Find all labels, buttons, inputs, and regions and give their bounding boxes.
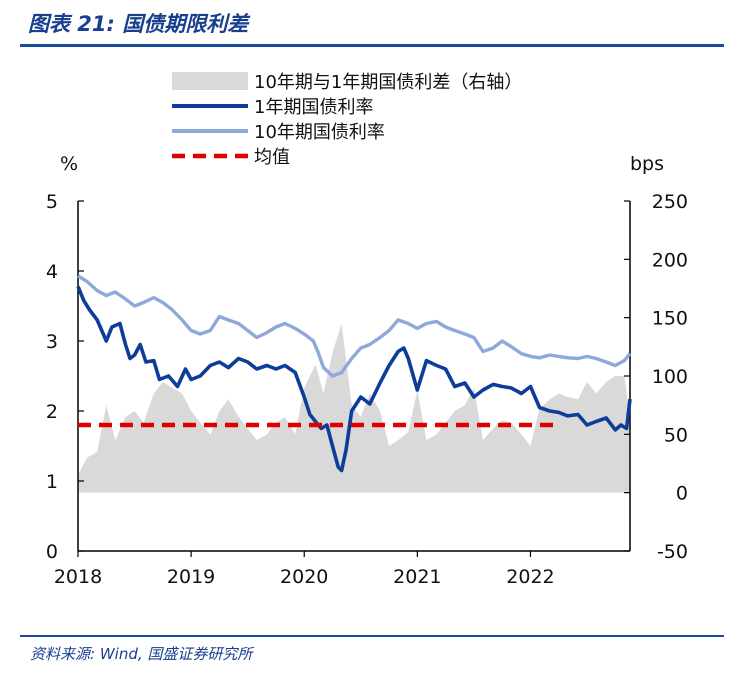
left-tick-label: 1 (46, 471, 58, 493)
x-tick-label: 2022 (506, 566, 554, 588)
right-tick-label: 150 (652, 308, 688, 330)
right-tick-label: 200 (652, 249, 688, 271)
one-year-yield-line (76, 285, 632, 473)
left-axis-unit: % (60, 153, 78, 175)
source-note: 资料来源: Wind, 国盛证券研究所 (30, 645, 253, 663)
left-tick-label: 0 (46, 541, 58, 563)
legend-item: 10年期国债利率 (172, 122, 385, 143)
right-tick-label: 50 (664, 424, 688, 446)
legend-label: 10年期与1年期国债利差（右轴） (254, 72, 522, 93)
x-tick-label: 2019 (167, 566, 215, 588)
top-divider (20, 44, 724, 47)
bottom-divider (20, 635, 724, 637)
spread-area-layer (78, 323, 630, 493)
series-lines-layer (76, 274, 632, 473)
right-tick-label: 250 (652, 191, 688, 213)
figure-title: 图表 21: 国债期限利差 (28, 12, 249, 36)
left-tick-label: 5 (46, 191, 58, 213)
right-axis-unit: bps (630, 153, 664, 175)
left-tick-label: 2 (46, 401, 58, 423)
ten-year-yield-line (77, 274, 632, 378)
legend-item: 均值 (172, 147, 290, 168)
right-tick-label: -50 (657, 541, 688, 563)
legend-swatch-area (172, 72, 248, 90)
x-tick-label: 2018 (54, 566, 102, 588)
legend-label: 10年期国债利率 (254, 122, 385, 143)
right-tick-label: 0 (676, 483, 688, 505)
legend-item: 1年期国债利率 (172, 97, 373, 118)
x-tick-label: 2020 (280, 566, 328, 588)
spread-area (78, 323, 630, 493)
right-tick-label: 100 (652, 366, 688, 388)
axes-layer: 0 1 2 3 4 5 -50 0 50 100 150 200 250 2018 2019 2020 2021… (46, 153, 688, 588)
left-tick-label: 4 (46, 261, 58, 283)
x-tick-label: 2021 (393, 566, 441, 588)
legend-item: 10年期与1年期国债利差（右轴） (172, 72, 522, 93)
left-tick-label: 3 (46, 331, 58, 353)
legend-label: 均值 (254, 147, 290, 168)
legend-label: 1年期国债利率 (254, 97, 373, 118)
